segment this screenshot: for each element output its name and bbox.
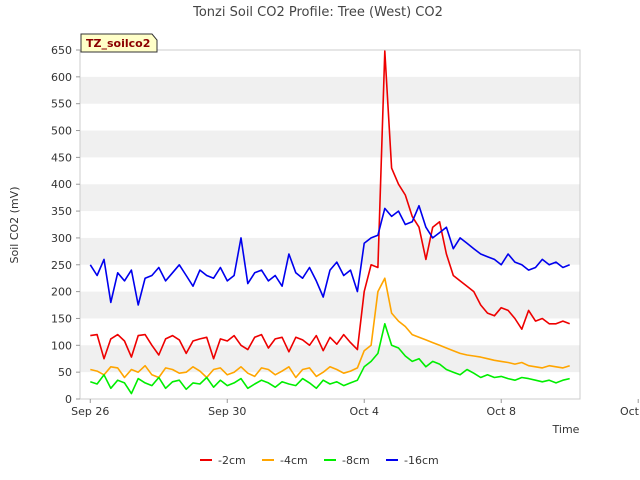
series-line-8cm [90, 322, 570, 395]
badge-box [80, 33, 158, 53]
series-line-4cm [90, 277, 570, 379]
series-badge: TZ_soilco2 [80, 33, 158, 53]
legend-label: -16cm [404, 454, 439, 467]
y-tick-label: 400 [51, 178, 72, 191]
y-tick-label: 350 [51, 205, 72, 218]
y-tick-label: 300 [51, 232, 72, 245]
y-tick-label: 200 [51, 286, 72, 299]
x-tick-label: Oct 8 [486, 405, 516, 418]
series-line-16cm [89, 204, 570, 306]
x-tick-label: Sep 26 [71, 405, 109, 418]
badge-label: TZ_soilco2 [86, 37, 150, 50]
y-tick-label: 50 [58, 366, 72, 379]
y-tick-label: 550 [51, 98, 72, 111]
x-axis-ticks: Sep 26 Sep 30 Oct 4 Oct 8 Oct 12 [71, 399, 640, 418]
y-tick-label: 600 [51, 71, 72, 84]
y-axis-ticks: 0 50 100 150 200 250 300 350 400 450 500 550 600 650 [51, 44, 80, 406]
grid-band [80, 184, 580, 212]
y-tick-label: 500 [51, 125, 72, 138]
legend: -2cm -4cm -8cm -16cm [200, 454, 439, 467]
x-tick-label: Sep 30 [208, 405, 246, 418]
x-tick-label: Oct 12 [620, 405, 640, 418]
chart-title: Tonzi Soil CO2 Profile: Tree (West) CO2 [192, 5, 443, 20]
x-axis-label: Time [552, 423, 580, 436]
plot-area-frame [79, 49, 581, 400]
grid-band [80, 130, 580, 158]
legend-label: -2cm [218, 454, 246, 467]
x-tick-label: Oct 4 [349, 405, 379, 418]
series-line-2cm [90, 50, 570, 360]
y-tick-label: 100 [51, 339, 72, 352]
y-tick-label: 450 [51, 151, 72, 164]
y-tick-label: 0 [65, 393, 72, 406]
series-lines [89, 50, 570, 395]
y-tick-label: 650 [51, 44, 72, 57]
grid-band [80, 291, 580, 319]
grid-bands [80, 76, 580, 373]
y-tick-label: 150 [51, 312, 72, 325]
legend-label: -4cm [280, 454, 308, 467]
grid-band [80, 76, 580, 104]
y-tick-label: 250 [51, 259, 72, 272]
legend-label: -8cm [342, 454, 370, 467]
y-axis-label: Soil CO2 (mV) [8, 187, 21, 264]
grid-band [80, 237, 580, 265]
